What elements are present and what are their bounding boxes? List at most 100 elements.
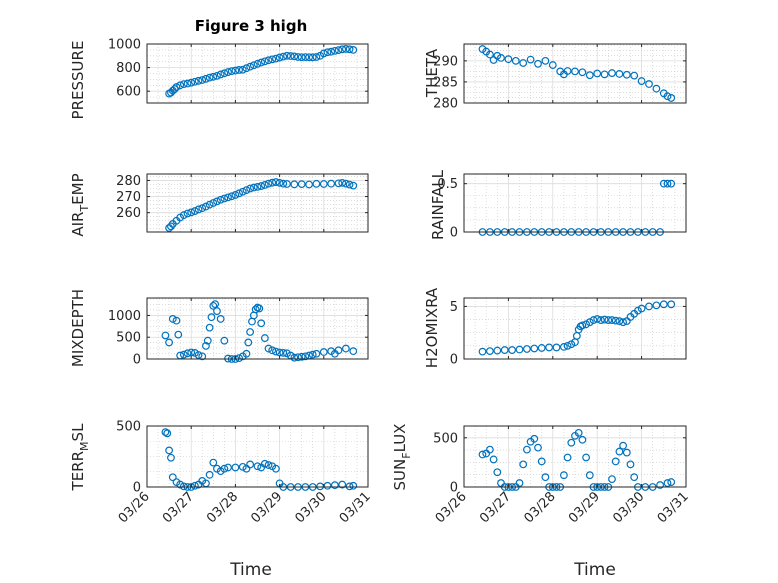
data-point	[308, 350, 317, 359]
data-point	[515, 479, 524, 487]
x-tick-label: 03/28	[522, 489, 559, 526]
data-point	[198, 76, 207, 84]
y-axis-label: AIRTEMP	[69, 173, 91, 236]
data-point	[593, 315, 602, 323]
data-point	[563, 453, 572, 462]
data-point	[519, 460, 528, 469]
data-point	[176, 480, 185, 489]
data-point	[478, 347, 487, 356]
data-point	[523, 345, 531, 353]
y-tick-label: 0	[450, 481, 458, 496]
data-point	[312, 179, 321, 188]
data-point	[272, 54, 280, 63]
data-point	[231, 191, 240, 199]
data-point	[246, 460, 255, 469]
data-point	[183, 209, 192, 218]
data-point	[198, 204, 207, 213]
x-tick-label: 03/31	[655, 489, 692, 526]
y-tick-label: 280	[116, 174, 141, 189]
data-point	[338, 480, 347, 489]
data-point	[161, 331, 170, 340]
data-point	[342, 45, 350, 53]
data-point	[168, 473, 177, 482]
data-point	[187, 78, 196, 87]
data-point	[560, 471, 568, 480]
data-point	[242, 64, 251, 73]
data-point	[260, 181, 269, 189]
data-point	[202, 202, 210, 211]
data-point	[253, 182, 262, 191]
data-point	[235, 189, 243, 198]
figure-title: Figure 3 high	[195, 17, 308, 35]
data-point	[264, 344, 273, 353]
data-point	[187, 348, 196, 357]
y-tick-label: 0	[450, 353, 458, 368]
data-point	[268, 346, 277, 355]
data-point	[534, 443, 542, 452]
data-point	[537, 344, 546, 352]
data-point	[611, 316, 620, 325]
data-point	[251, 305, 260, 314]
data-point	[168, 315, 177, 323]
data-point	[238, 65, 247, 74]
data-point	[167, 222, 175, 231]
data-point	[244, 338, 253, 347]
data-point	[327, 47, 336, 56]
data-point	[260, 334, 269, 342]
data-point	[216, 70, 225, 79]
data-point	[190, 77, 199, 86]
data-point	[260, 459, 269, 468]
y-tick-label: 0	[133, 481, 141, 496]
y-tick-label: 0	[133, 353, 141, 368]
data-point	[213, 197, 221, 206]
data-point	[294, 53, 302, 61]
data-point	[275, 178, 284, 187]
data-point	[238, 462, 247, 471]
y-tick-label: 600	[116, 85, 141, 100]
axes-box	[463, 173, 687, 233]
data-point	[205, 323, 214, 332]
axes-box	[463, 43, 687, 104]
y-tick-label: 1000	[108, 38, 141, 53]
data-point	[493, 346, 502, 355]
data-point	[264, 56, 273, 65]
data-point	[194, 351, 203, 359]
data-point	[279, 179, 288, 188]
data-point	[194, 76, 203, 85]
data-point	[209, 458, 218, 467]
data-point	[619, 318, 627, 327]
x-tick-label: 03/27	[477, 489, 514, 526]
data-point	[345, 180, 354, 189]
data-point	[305, 180, 313, 189]
data-point	[615, 317, 624, 326]
data-point	[179, 211, 188, 219]
data-point	[526, 55, 535, 64]
data-point	[530, 434, 539, 443]
data-point	[511, 56, 520, 65]
data-point	[202, 74, 210, 83]
data-point	[486, 50, 494, 59]
data-point	[327, 179, 336, 188]
data-point	[608, 316, 616, 324]
data-point	[663, 179, 672, 188]
data-point	[486, 445, 494, 454]
data-point	[275, 53, 284, 62]
data-point	[209, 72, 218, 81]
data-point	[585, 71, 594, 80]
data-point	[349, 46, 358, 54]
data-point	[205, 73, 214, 82]
data-point	[216, 195, 225, 204]
axes-box	[146, 173, 369, 233]
subplot-mixdepth: 0 500 1000 MIXDEPTH	[69, 289, 369, 368]
data-point	[504, 55, 513, 64]
data-point	[515, 345, 524, 354]
y-tick-label: 0.5	[437, 177, 458, 192]
x-axis-label-left: Time	[229, 560, 272, 580]
x-tick-label: 03/30	[293, 489, 330, 526]
y-tick-label: 285	[433, 75, 458, 90]
y-tick-label: 260	[116, 206, 141, 221]
data-point	[163, 429, 172, 438]
data-point	[172, 83, 181, 91]
